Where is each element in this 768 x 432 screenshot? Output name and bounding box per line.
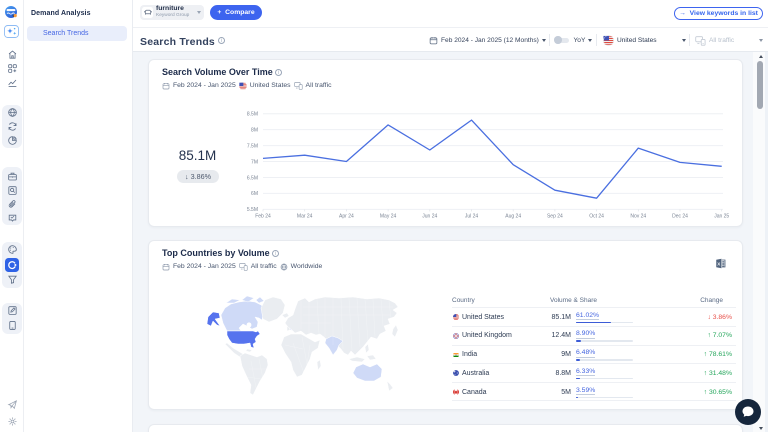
svg-text:Jul 24: Jul 24 bbox=[465, 214, 479, 220]
svg-text:7M: 7M bbox=[251, 159, 258, 165]
svg-text:8M: 8M bbox=[251, 127, 258, 133]
svg-text:Jan 25: Jan 25 bbox=[714, 214, 729, 220]
svg-text:Apr 24: Apr 24 bbox=[339, 214, 354, 220]
svg-text:7.5M: 7.5M bbox=[247, 143, 258, 149]
svg-text:Jun 24: Jun 24 bbox=[422, 214, 437, 220]
svg-text:Sep 24: Sep 24 bbox=[547, 214, 563, 220]
svg-text:8.5M: 8.5M bbox=[247, 112, 258, 118]
svg-text:Mar 24: Mar 24 bbox=[297, 214, 313, 220]
svg-text:5.5M: 5.5M bbox=[247, 207, 258, 213]
svg-text:Nov 24: Nov 24 bbox=[630, 214, 646, 220]
svg-text:Oct 24: Oct 24 bbox=[589, 214, 604, 220]
svg-text:6.5M: 6.5M bbox=[247, 175, 258, 181]
svg-text:Feb 24: Feb 24 bbox=[255, 214, 271, 220]
svg-text:6M: 6M bbox=[251, 191, 258, 197]
svg-text:X: X bbox=[717, 262, 720, 267]
svg-text:Aug 24: Aug 24 bbox=[505, 214, 521, 220]
svg-text:Dec 24: Dec 24 bbox=[672, 214, 688, 220]
svg-text:May 24: May 24 bbox=[380, 214, 397, 220]
